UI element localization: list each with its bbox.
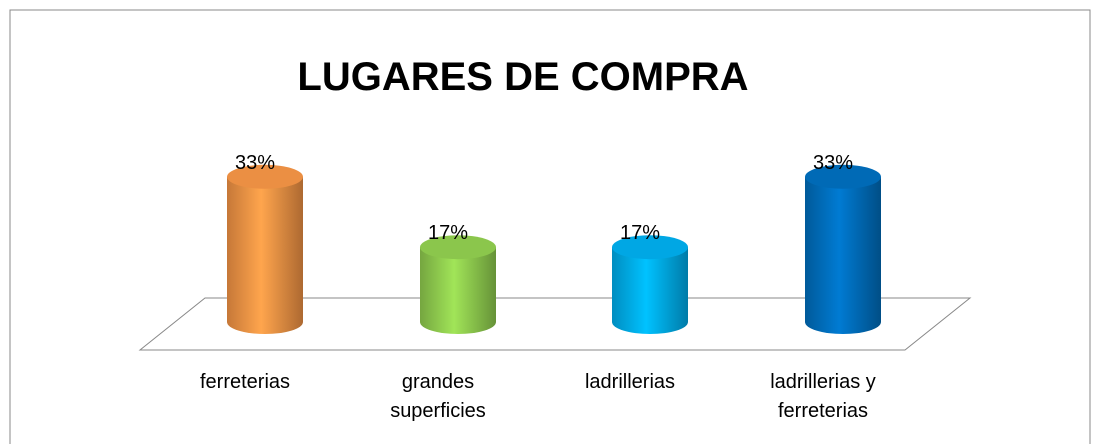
bar-body [227,176,303,334]
floor [138,297,972,351]
bar-top [805,164,881,189]
x-tick-label: ladrillerias [584,371,676,393]
data-label: 17% [428,222,468,244]
bar-body [420,247,496,334]
data-label: 33% [813,152,853,174]
bar [612,235,688,334]
chart-border [9,9,1091,444]
bar-top [612,235,688,260]
bar-top [420,235,496,260]
bar-body [612,247,688,334]
chart-title: LUGARES DE COMPRA [297,55,748,99]
bar [805,164,881,334]
bar-body [805,176,881,334]
data-label: 17% [620,222,660,244]
x-tick-label: grandes superficies [390,371,486,422]
x-tick-label: ladrillerias y ferreterias [770,371,876,422]
x-tick-label: ferreterias [199,371,291,393]
bar [420,235,496,334]
bar [227,164,303,334]
bar-top [227,164,303,189]
data-label: 33% [235,152,275,174]
